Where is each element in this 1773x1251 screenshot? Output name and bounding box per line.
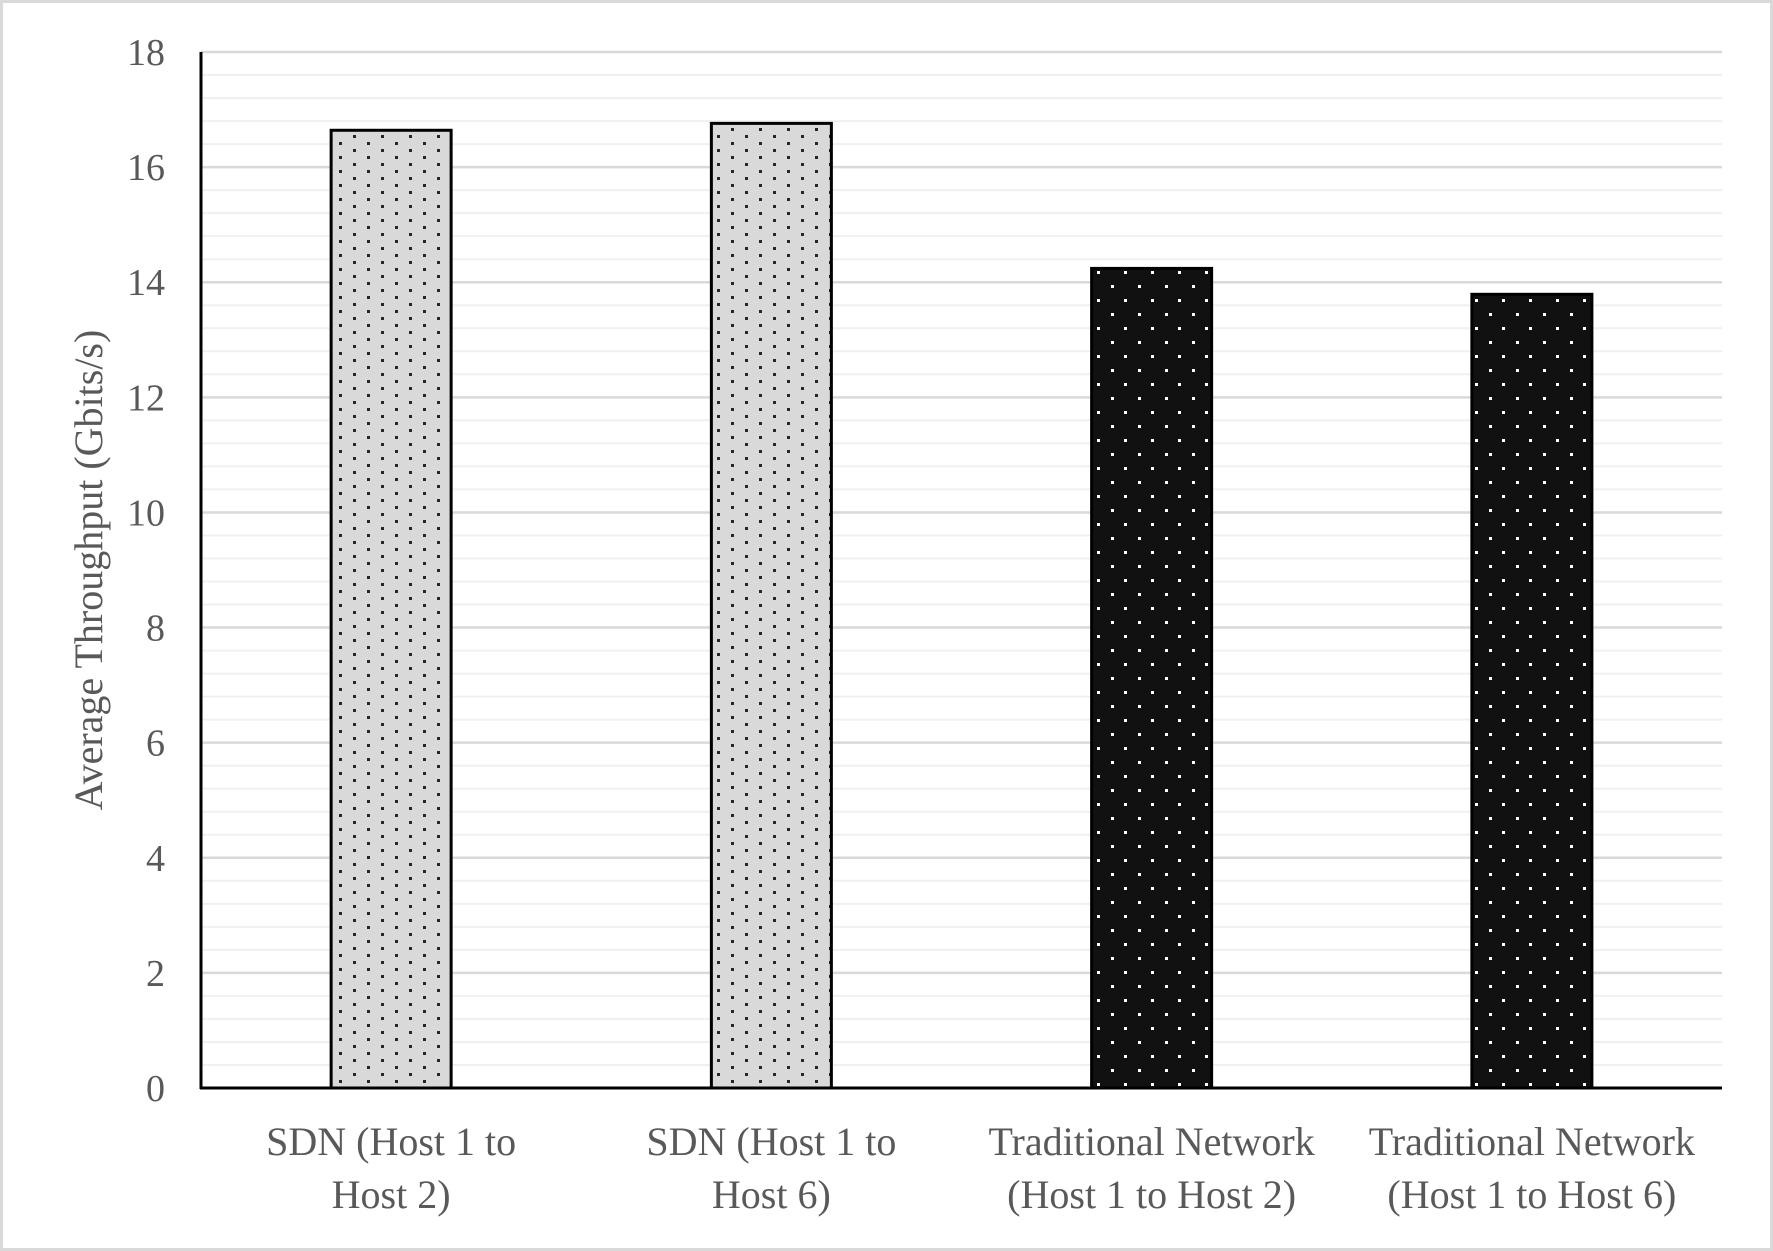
x-category-label: Traditional Network (Host 1 to Host 2) (988, 1119, 1314, 1217)
x-axis-category-labels: SDN (Host 1 to Host 2) SDN (Host 1 to Host … (266, 1119, 1695, 1217)
y-tick-label: 0 (146, 1068, 165, 1110)
bar-4 (1470, 292, 1594, 1090)
x-category-label: SDN (Host 1 to Host 2) (266, 1119, 516, 1217)
axes (199, 52, 1722, 1090)
y-tick-label: 2 (146, 953, 165, 995)
y-tick-label: 12 (127, 377, 165, 419)
bar-3 (1090, 266, 1214, 1090)
y-tick-label: 4 (146, 838, 165, 880)
y-tick-label: 14 (127, 262, 165, 304)
y-tick-label: 16 (127, 147, 165, 189)
bar-1 (329, 128, 453, 1090)
major-gridlines (201, 50, 1722, 975)
bars (329, 121, 1594, 1090)
bar-2 (709, 121, 833, 1090)
y-tick-label: 8 (146, 608, 165, 650)
x-category-label: SDN (Host 1 to Host 6) (646, 1119, 896, 1217)
y-tick-label: 18 (127, 32, 165, 74)
y-axis-title: Average Throughput (Gbits/s) (66, 330, 111, 811)
minor-gridlines (201, 74, 1722, 1066)
y-axis-tick-labels: 0 2 4 6 8 10 12 14 16 18 (127, 32, 165, 1110)
x-category-label: Traditional Network (Host 1 to Host 6) (1369, 1119, 1695, 1217)
y-tick-label: 6 (146, 723, 165, 765)
y-tick-label: 10 (127, 492, 165, 534)
